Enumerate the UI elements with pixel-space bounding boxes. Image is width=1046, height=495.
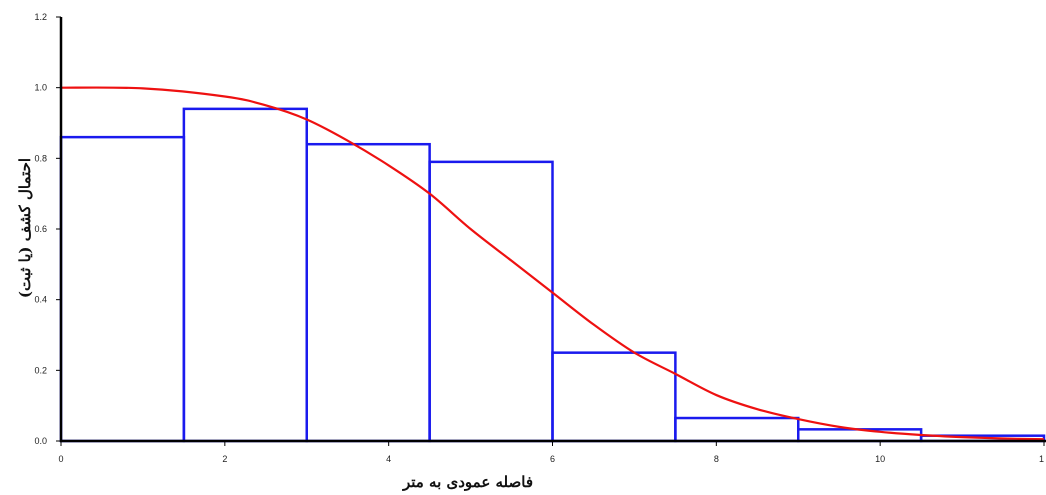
histogram-bar-3 — [305, 142, 431, 443]
y-axis-title: احتمال کشف (یا ثبت) — [16, 158, 34, 298]
x-tick-label: 4 — [386, 454, 391, 464]
x-tick-label: 1 — [1039, 454, 1044, 464]
histogram-bar-6 — [674, 416, 800, 443]
x-tick-label: 8 — [714, 454, 719, 464]
x-tick-label: 0 — [58, 454, 63, 464]
histogram-bar-2 — [182, 107, 308, 443]
x-tick-label: 6 — [550, 454, 555, 464]
histogram-bars — [59, 107, 1046, 443]
y-tick-label: 1.0 — [34, 83, 47, 93]
histogram-bar-7 — [797, 428, 923, 443]
y-tick-label: 0.2 — [34, 365, 47, 375]
detection-curve-group — [60, 86, 1045, 441]
y-tick-label: 0.8 — [34, 153, 47, 163]
x-tick-label: 10 — [875, 454, 885, 464]
histogram-bar-1 — [59, 135, 186, 443]
y-tick-label: 0.4 — [34, 295, 47, 305]
y-tick-label: 0.6 — [34, 224, 47, 234]
x-axis-title: فاصله عمودی به متر — [402, 473, 533, 491]
ticks: 0.0 0.2 0.4 0.6 0.8 1.0 1.2 0 2 4 6 8 10 1 — [34, 12, 1045, 464]
detection-probability-curve — [60, 86, 1045, 441]
histogram-bar-4 — [428, 160, 554, 443]
y-tick-label: 0.0 — [34, 436, 47, 446]
x-tick-label: 2 — [222, 454, 227, 464]
y-tick-label: 1.2 — [34, 12, 47, 22]
